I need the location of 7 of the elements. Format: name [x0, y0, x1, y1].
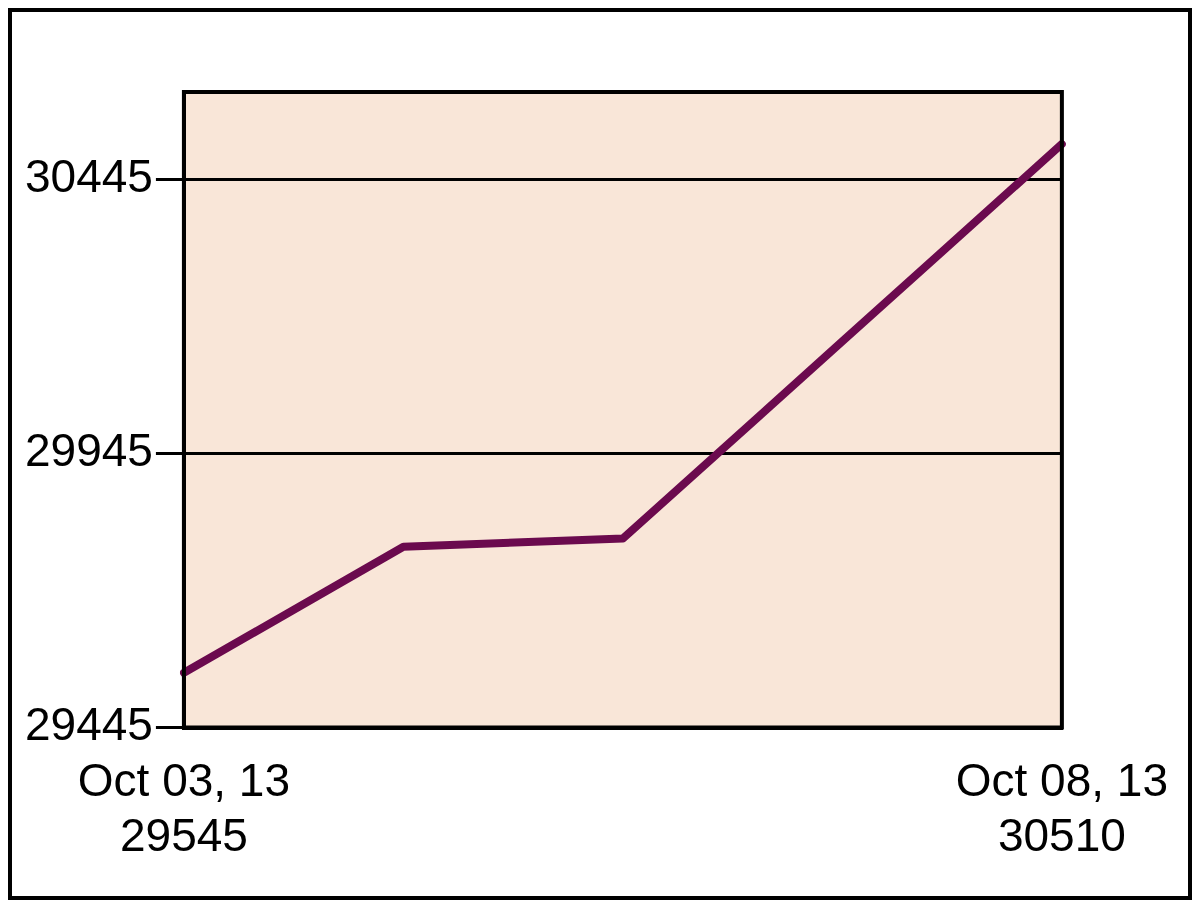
x-tick-label: Oct 08, 13	[955, 753, 1168, 806]
y-tick-label: 30445	[24, 150, 153, 203]
x-tick-label: Oct 03, 13	[77, 753, 291, 806]
y-tick-label: 29445	[24, 698, 153, 751]
data-label: 29545	[119, 809, 248, 862]
y-tick-label: 29945	[24, 424, 153, 477]
data-label: 30510	[997, 809, 1126, 862]
